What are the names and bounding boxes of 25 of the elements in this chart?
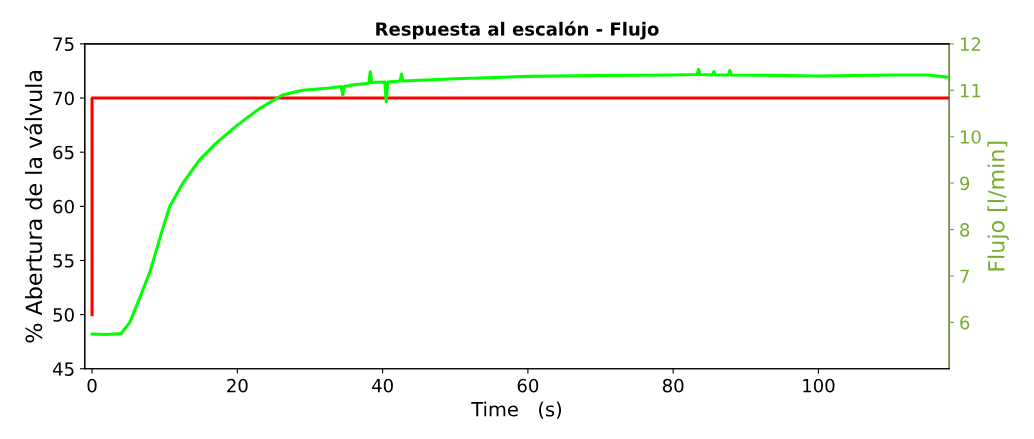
y-axis-title: % Abertura de la válvula <box>24 71 43 343</box>
y-tick-label: 60 <box>53 199 74 214</box>
chart-title: Respuesta al escalón - Flujo <box>376 21 659 40</box>
y2-tick-label: 10 <box>960 130 981 144</box>
x-tick-label: 20 <box>227 378 248 393</box>
y2-tick-label: 6 <box>960 315 970 330</box>
y-tick-label: 65 <box>53 145 74 160</box>
x-axis-title: Time (s) <box>471 401 562 419</box>
y2-tick-label: 7 <box>960 269 969 283</box>
x-tick-label: 80 <box>662 378 684 393</box>
y-tick-label: 55 <box>53 254 74 268</box>
y-tick-label: 50 <box>53 308 74 322</box>
x-tick-label: 40 <box>372 378 393 393</box>
x-tick-label: 100 <box>803 378 835 393</box>
y-tick-label: 45 <box>52 362 74 376</box>
y2-tick-label: 11 <box>960 84 981 98</box>
y-tick-label: 75 <box>53 37 74 52</box>
x-tick-label: 0 <box>87 378 97 393</box>
x-tick-label: 60 <box>517 378 539 393</box>
y2-tick-label: 12 <box>960 37 981 51</box>
line-series <box>90 67 950 336</box>
y2-tick-label: 8 <box>960 222 970 237</box>
y2-tick-label: 9 <box>960 176 970 191</box>
y-tick-label: 70 <box>53 91 74 106</box>
y2-axis-title: Flujo [l/min] <box>987 141 1009 271</box>
